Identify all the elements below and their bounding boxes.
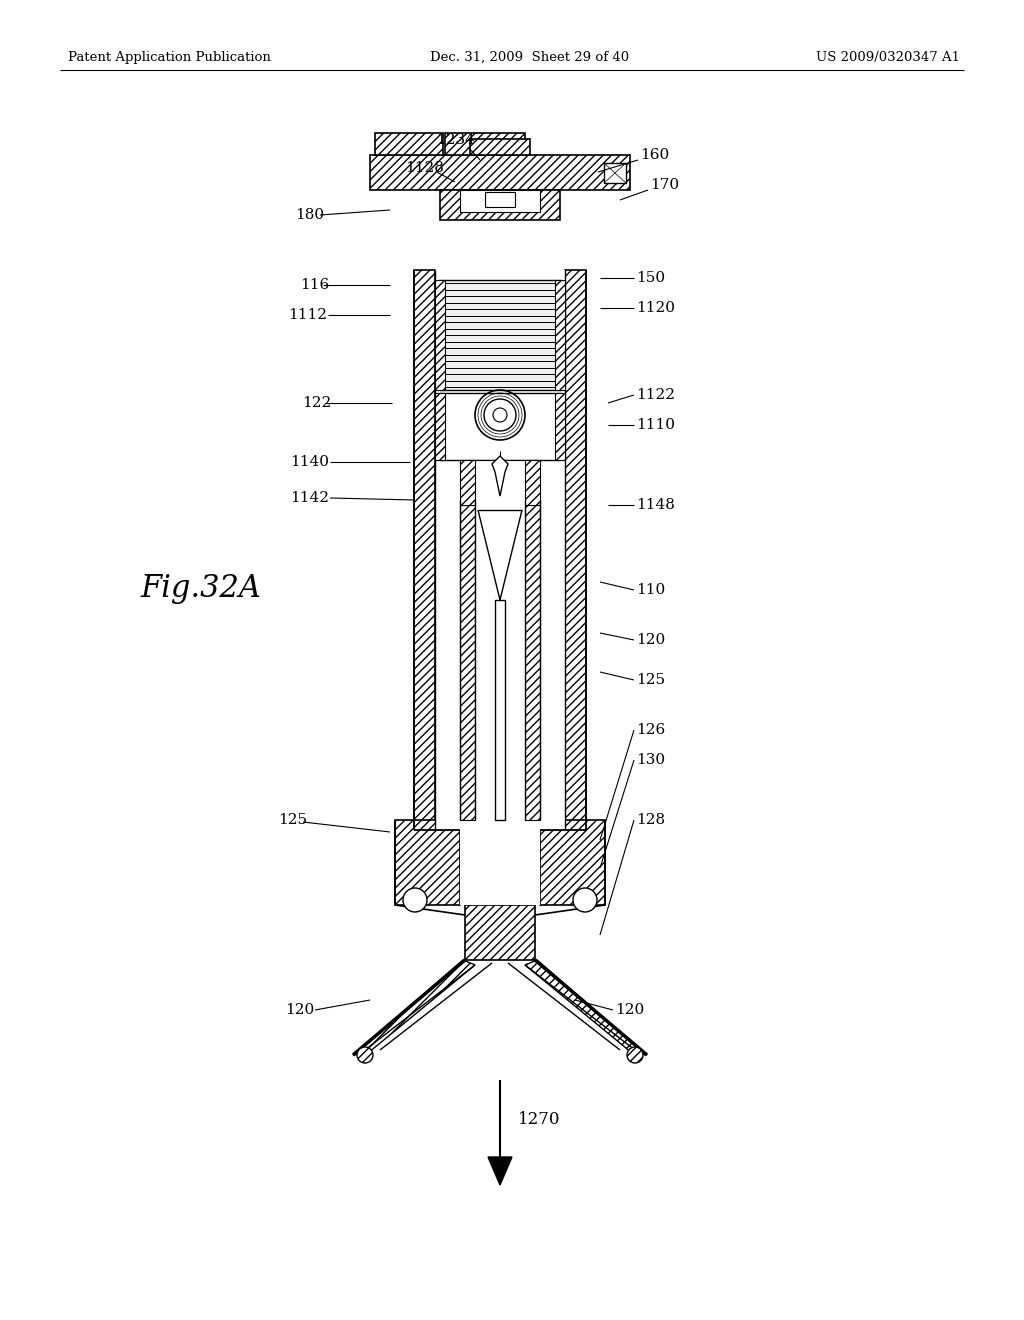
Text: 120: 120 [615, 1003, 644, 1016]
Text: Dec. 31, 2009  Sheet 29 of 40: Dec. 31, 2009 Sheet 29 of 40 [430, 50, 629, 63]
Text: 1140: 1140 [290, 455, 329, 469]
Bar [435, 271, 565, 830]
Text: 1122: 1122 [636, 388, 675, 403]
Bar [439, 280, 561, 389]
Bar [395, 820, 460, 906]
Polygon shape [488, 1158, 512, 1185]
Polygon shape [525, 960, 647, 1055]
Bar [460, 500, 475, 820]
Text: 126: 126 [636, 723, 666, 737]
Text: 1270: 1270 [518, 1111, 560, 1129]
Text: 180: 180 [295, 209, 325, 222]
Circle shape [403, 888, 427, 912]
Text: 128: 128 [636, 813, 666, 828]
Bar [460, 820, 540, 906]
Bar [435, 393, 445, 459]
Bar [462, 459, 538, 506]
Circle shape [357, 1047, 373, 1063]
Text: 120: 120 [285, 1003, 314, 1016]
Text: Patent Application Publication: Patent Application Publication [68, 50, 271, 63]
Bar [435, 280, 445, 389]
Bar [465, 906, 535, 960]
Bar [460, 190, 540, 213]
Text: 130: 130 [636, 752, 666, 767]
Polygon shape [353, 960, 475, 1055]
Text: 1142: 1142 [290, 491, 329, 506]
Bar [604, 162, 626, 183]
Bar [555, 280, 565, 389]
Text: 1148: 1148 [636, 498, 675, 512]
Bar [555, 393, 565, 459]
Bar [525, 500, 540, 820]
Text: 110: 110 [636, 583, 666, 597]
Bar [439, 393, 561, 459]
Polygon shape [492, 455, 508, 496]
Text: 125: 125 [278, 813, 307, 828]
Bar [370, 154, 630, 190]
Circle shape [627, 1047, 643, 1063]
Text: 150: 150 [636, 271, 666, 285]
Text: 116: 116 [300, 279, 330, 292]
Text: 1110: 1110 [636, 418, 675, 432]
Bar [375, 133, 443, 154]
Text: US 2009/0320347 A1: US 2009/0320347 A1 [816, 50, 961, 63]
Circle shape [573, 888, 597, 912]
Bar [440, 190, 560, 220]
Bar [540, 820, 605, 906]
Bar [565, 271, 586, 830]
Bar [414, 271, 435, 830]
Bar [475, 500, 525, 820]
Text: 160: 160 [640, 148, 670, 162]
Circle shape [493, 408, 507, 422]
Bar [460, 459, 475, 506]
Text: 1128: 1128 [406, 161, 443, 176]
Text: 1234: 1234 [436, 133, 475, 147]
Bar [495, 601, 505, 820]
Text: 170: 170 [650, 178, 679, 191]
Text: 1112: 1112 [288, 308, 327, 322]
Text: 122: 122 [302, 396, 331, 411]
Text: Fig.32A: Fig.32A [140, 573, 261, 603]
Bar [470, 139, 530, 154]
Bar [485, 191, 515, 207]
Text: 125: 125 [636, 673, 666, 686]
Text: 1120: 1120 [636, 301, 675, 315]
Bar [445, 133, 525, 154]
Bar [525, 459, 540, 506]
Text: 120: 120 [636, 634, 666, 647]
